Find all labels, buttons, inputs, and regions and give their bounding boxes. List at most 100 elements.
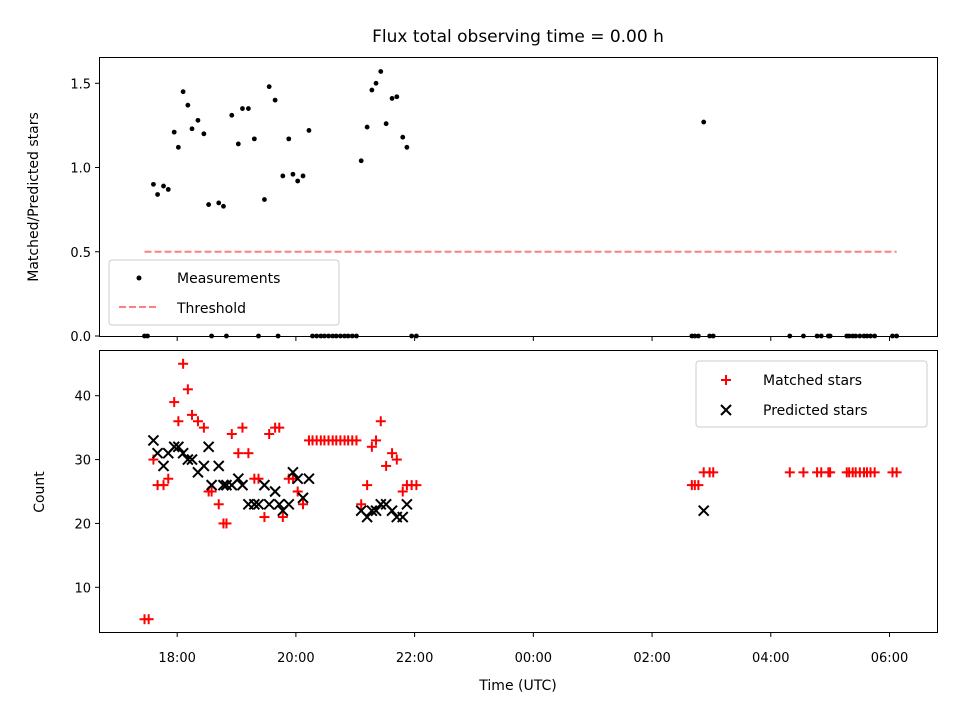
top-legend-box (108, 259, 340, 326)
matched-star-marker (163, 473, 174, 484)
measurement-point (251, 136, 257, 142)
matched-star-marker (825, 467, 836, 478)
measurement-point (300, 173, 306, 179)
matched-star-marker (158, 480, 169, 491)
measurement-point (701, 119, 707, 125)
matched-star-marker (387, 448, 398, 459)
bottom-y-tick-label: 30 (74, 454, 91, 469)
matched-star-marker (356, 499, 367, 510)
matched-star-marker (292, 486, 303, 497)
predicted-star-marker (198, 460, 210, 472)
legend-threshold-label: Threshold (176, 301, 246, 317)
matched-star-marker (206, 486, 217, 497)
measurement-point (378, 69, 384, 74)
top-panel: Flux total observing time = 0.00 h Match… (26, 27, 938, 345)
legend-predicted-label: Predicted stars (763, 403, 868, 419)
measurement-point (206, 202, 212, 207)
matched-star-marker (869, 467, 880, 478)
bottom-x-tick-label: 22:00 (396, 651, 433, 666)
matched-star-marker (182, 384, 193, 395)
measurement-point (195, 117, 201, 123)
measurement-point (175, 144, 181, 150)
measurement-point (373, 80, 379, 86)
measurement-point (358, 158, 364, 164)
measurement-point (189, 126, 195, 132)
predicted-star-marker (147, 434, 160, 447)
predicted-star-marker (205, 479, 218, 491)
predicted-star-marker (269, 485, 281, 498)
measurement-point (272, 97, 278, 103)
matched-star-marker (233, 448, 244, 459)
matched-star-marker (243, 448, 254, 459)
matched-star-marker (381, 460, 392, 471)
predicted-star-marker (213, 460, 225, 472)
measurement-point (165, 187, 171, 192)
matched-star-marker (891, 467, 902, 478)
predicted-star-marker (236, 479, 249, 491)
predicted-star-marker (263, 498, 275, 510)
predicted-star-marker (291, 473, 304, 485)
matched-star-marker (298, 499, 309, 510)
predicted-star-marker (283, 498, 295, 510)
measurement-point (151, 181, 156, 187)
predicted-star-marker (252, 498, 265, 510)
top-legend: Measurements Threshold (108, 259, 340, 326)
measurement-point (262, 197, 267, 202)
predicted-star-marker (370, 504, 382, 517)
matched-star-marker (264, 429, 275, 440)
measurement-point (286, 136, 292, 142)
top-y-tick-label: 0.5 (70, 246, 91, 261)
bottom-legend: Matched stars Predicted stars (695, 360, 928, 428)
bottom-x-tick-label: 02:00 (633, 651, 670, 666)
bottom-y-tick-label: 10 (74, 581, 91, 596)
predicted-star-marker (287, 466, 299, 479)
matched-star-marker (198, 422, 209, 433)
matched-star-marker (253, 473, 264, 484)
matched-star-marker (277, 512, 288, 523)
matched-star-marker (784, 467, 795, 478)
predicted-star-marker (182, 453, 194, 466)
measurement-point (185, 102, 191, 108)
measurement-point (383, 121, 389, 127)
matched-star-marker (226, 429, 237, 440)
predicted-star-marker (202, 441, 215, 453)
bottom-x-ticks: 18:00 20:00 22:00 00:00 02:00 04:00 06:00 (158, 632, 908, 666)
matched-stars-layer (139, 358, 902, 625)
matched-star-marker (375, 416, 386, 427)
measurement-point (155, 192, 160, 197)
matched-star-marker (221, 518, 232, 529)
matched-star-marker (259, 512, 270, 523)
predicted-star-marker (397, 511, 409, 523)
matched-star-marker (397, 486, 408, 497)
measurement-point (404, 144, 410, 150)
measurement-point (389, 96, 395, 101)
predicted-star-marker (366, 504, 378, 517)
legend-matched-label: Matched stars (763, 373, 862, 389)
predicted-star-marker (177, 447, 189, 459)
bottom-x-tick-label: 18:00 (158, 651, 195, 666)
measurement-point (400, 134, 406, 140)
bottom-x-tick-label: 00:00 (515, 651, 552, 666)
predicted-star-marker (157, 460, 170, 472)
predicted-star-marker (258, 479, 271, 491)
predicted-star-marker (217, 479, 230, 491)
measurement-point (266, 84, 272, 90)
matched-star-marker (411, 480, 422, 491)
predicted-star-marker (151, 447, 164, 459)
measurement-point (394, 94, 400, 100)
measurement-point (235, 141, 241, 147)
legend-predicted-marker (720, 404, 732, 416)
matched-star-marker (391, 454, 402, 465)
measurement-point (216, 200, 222, 206)
top-chart-title: Flux total observing time = 0.00 h (372, 27, 664, 47)
bottom-legend-box (695, 360, 928, 428)
measurement-point (295, 178, 301, 184)
matched-star-marker (213, 499, 224, 510)
bottom-y-tick-label: 40 (74, 390, 91, 405)
predicted-star-marker (168, 441, 180, 453)
bottom-x-tick-label: 20:00 (277, 651, 314, 666)
measurement-point (161, 183, 166, 189)
matched-star-marker (187, 409, 198, 420)
